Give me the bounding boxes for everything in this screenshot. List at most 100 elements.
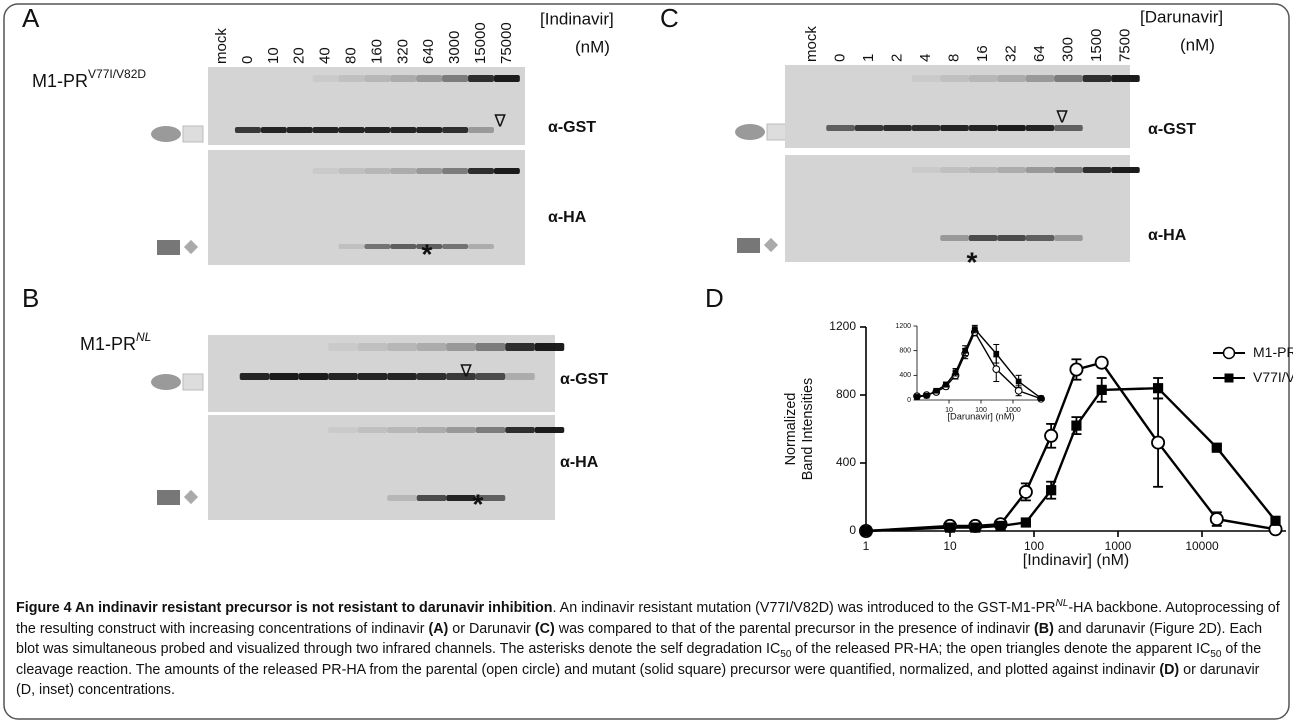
square-marker (1096, 384, 1107, 395)
y-tick-label: 400 (899, 372, 911, 379)
construct-superscript: NL (136, 330, 151, 344)
square-marker (962, 347, 969, 354)
band (468, 168, 494, 174)
series-line (916, 327, 1042, 399)
square-marker (944, 522, 956, 533)
gst-icon (735, 124, 765, 140)
square-marker (1015, 378, 1022, 385)
band (1111, 167, 1140, 173)
caption: Figure 4 An indinavir resistant precurso… (16, 598, 1280, 701)
y-tick-label: 0 (849, 523, 856, 537)
legend-marker (1224, 373, 1234, 383)
lane-label: 1 (860, 54, 877, 62)
ha-icon (183, 239, 199, 255)
square-marker (1020, 517, 1031, 528)
caption-sup: NL (1055, 598, 1069, 610)
band (475, 373, 506, 380)
circle-marker (1018, 484, 1033, 499)
construct-label: M1-PRNL (80, 330, 151, 354)
band (446, 495, 476, 501)
band (260, 127, 287, 133)
blot (785, 155, 1130, 262)
construct: M1-PR (80, 334, 136, 354)
x-tick-label: 1 (863, 539, 870, 553)
band (357, 343, 388, 351)
band (911, 75, 941, 82)
band (940, 167, 969, 173)
band (468, 127, 494, 133)
legend-name: M1-PR (1253, 344, 1293, 360)
band (968, 125, 998, 131)
blot (785, 65, 1130, 148)
lane-label: 20 (291, 47, 308, 64)
y-axis-title: Normalized (783, 393, 799, 466)
band (234, 127, 261, 133)
band (1025, 235, 1055, 241)
x-tick-label: 1000 (1105, 539, 1132, 553)
caption-bold: (B) (1034, 620, 1054, 637)
band (446, 427, 476, 433)
panel-label: D (705, 283, 724, 313)
pr-icon (157, 490, 180, 505)
band (475, 495, 506, 501)
band (1054, 235, 1083, 241)
lane-label: 75000 (498, 22, 515, 64)
lane-label: 8 (945, 54, 962, 62)
band (416, 343, 447, 351)
band (505, 427, 535, 433)
caption-normal: or Darunavir (448, 620, 535, 637)
lane-label: 32 (1002, 45, 1019, 62)
caption-bold: (D) (1159, 661, 1180, 678)
y-tick-label: 800 (836, 387, 856, 401)
band (997, 125, 1026, 131)
construct-superscript: V77I/V82D (88, 67, 146, 81)
caption-normal: and darunavir (Figure 2D). Each blot was… (16, 620, 1263, 658)
band (1054, 125, 1083, 131)
band (416, 373, 447, 380)
circle-marker (1014, 386, 1023, 395)
y-axis-title: Band Intensities (800, 378, 816, 480)
lane-label: 80 (342, 47, 359, 64)
band (883, 125, 912, 131)
panel-label: C (660, 3, 679, 33)
square-marker (860, 525, 872, 537)
band (364, 168, 391, 174)
square-marker (995, 520, 1006, 531)
band (328, 427, 358, 433)
band (416, 127, 443, 133)
band (940, 235, 969, 241)
band (338, 127, 365, 133)
x-tick-label: 10 (943, 539, 957, 553)
x-tick-label: 10 (945, 407, 953, 414)
probe-label: α-HA (1148, 227, 1187, 244)
gst-icon (151, 374, 181, 390)
band (442, 244, 469, 249)
lane-label: 300 (1059, 37, 1076, 62)
probe-label: α-HA (560, 454, 599, 471)
band (826, 125, 855, 131)
square-marker (952, 369, 959, 376)
circle-marker (1044, 428, 1059, 443)
lane-label: 2 (888, 54, 905, 62)
construct-label: M1-PRV77I/V82D (32, 67, 146, 91)
x-tick-label: 10000 (1185, 539, 1219, 553)
band (269, 373, 299, 380)
lane-label: 3000 (446, 31, 463, 64)
y-tick-label: 400 (836, 455, 856, 469)
probe-label: α-HA (548, 209, 587, 226)
blot (208, 415, 555, 520)
band (446, 373, 476, 380)
band (416, 168, 443, 174)
unit-label: (nM) (1180, 35, 1215, 54)
pr-icon (182, 125, 204, 143)
band (534, 343, 565, 351)
lane-label: 4 (917, 54, 934, 62)
band (940, 125, 969, 131)
x-axis-title: [Indinavir] (nM) (1023, 552, 1129, 569)
caption-bold: (C) (534, 620, 555, 637)
band (338, 168, 365, 174)
figure-border (3, 3, 1290, 720)
x-axis-title: [Darunavir] (nM) (947, 411, 1014, 421)
pr-icon (157, 240, 180, 255)
